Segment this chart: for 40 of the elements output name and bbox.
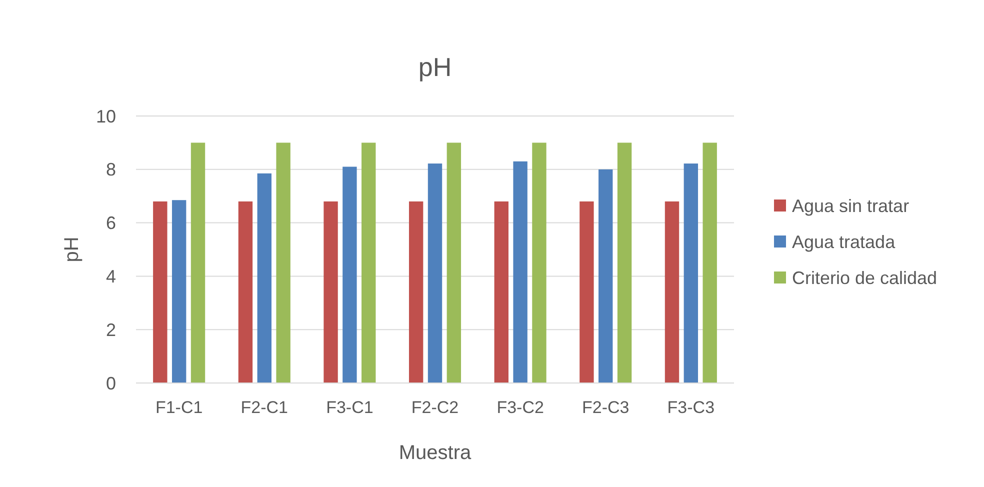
bar [494,201,508,383]
bar [702,142,717,383]
bar [580,201,594,383]
x-tick-label: F3-C2 [496,398,544,417]
x-tick-label: F3-C3 [667,398,715,417]
bar [598,169,613,383]
bar [153,201,168,383]
bar [190,142,206,383]
bar [684,164,698,383]
bar [428,164,442,383]
bar [172,200,186,383]
bar [513,161,528,383]
y-tick-label: 0 [106,373,116,394]
y-tick-label: 4 [106,266,116,286]
bar [342,166,357,383]
bar [276,142,290,383]
bar [617,142,632,383]
x-tick-label: F2-C1 [240,398,288,417]
bar [238,201,253,383]
bar [446,142,462,383]
y-axis-title: pH [61,236,83,262]
bar [324,201,338,383]
bar [408,201,424,383]
x-tick-label: F2-C2 [411,398,459,417]
y-tick-label: 8 [106,160,116,180]
y-tick-label: 10 [96,106,116,126]
x-tick-label: F1-C1 [155,398,203,417]
legend-label: Agua tratada [792,232,896,252]
x-tick-label: F2-C3 [582,398,630,417]
y-tick-label: 6 [106,213,116,234]
y-tick-label: 2 [106,320,116,340]
legend-label: Agua sin tratar [792,196,910,216]
bar [362,142,376,383]
bar [532,142,546,383]
x-tick-label: F3-C1 [326,398,374,417]
legend-label: Criterio de calidad [792,268,938,288]
x-axis-title: Muestra [398,442,472,464]
bar [664,201,680,383]
bar [257,173,272,383]
chart-title: pH [418,52,452,82]
